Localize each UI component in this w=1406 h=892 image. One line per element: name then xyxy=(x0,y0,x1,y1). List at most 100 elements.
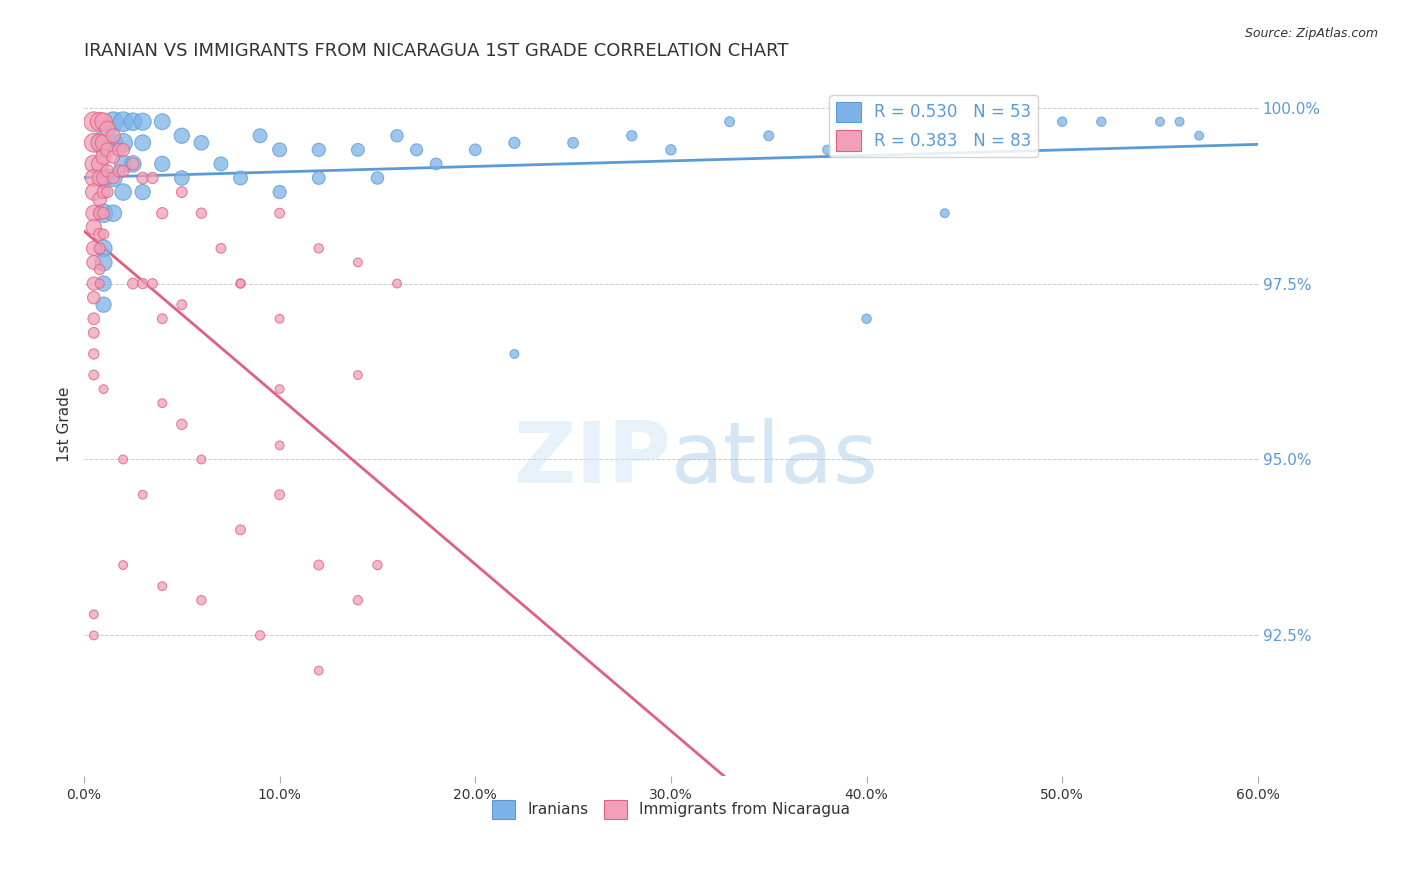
Point xyxy=(83,628,105,642)
Point xyxy=(93,382,115,396)
Point xyxy=(103,171,125,186)
Point xyxy=(83,277,105,291)
Point xyxy=(93,136,115,150)
Point xyxy=(103,206,125,220)
Point xyxy=(89,227,111,242)
Point xyxy=(170,171,193,186)
Point xyxy=(366,171,388,186)
Point xyxy=(1149,114,1171,128)
Point xyxy=(122,157,145,171)
Point xyxy=(112,114,135,128)
Point xyxy=(131,114,153,128)
Point xyxy=(112,452,135,467)
Point xyxy=(108,143,131,157)
Point xyxy=(96,143,118,157)
Point xyxy=(93,206,115,220)
Point xyxy=(96,121,118,136)
Point xyxy=(308,558,330,572)
Point xyxy=(385,128,408,143)
Point xyxy=(93,114,115,128)
Point xyxy=(269,311,291,326)
Point xyxy=(93,136,115,150)
Point xyxy=(150,311,173,326)
Point xyxy=(93,206,115,220)
Text: IRANIAN VS IMMIGRANTS FROM NICARAGUA 1ST GRADE CORRELATION CHART: IRANIAN VS IMMIGRANTS FROM NICARAGUA 1ST… xyxy=(84,42,789,60)
Point xyxy=(209,241,232,255)
Point xyxy=(141,171,163,186)
Point xyxy=(718,114,741,128)
Point xyxy=(405,143,427,157)
Point xyxy=(1050,114,1073,128)
Point xyxy=(89,262,111,277)
Y-axis label: 1st Grade: 1st Grade xyxy=(58,386,72,462)
Point xyxy=(758,128,780,143)
Point xyxy=(229,277,252,291)
Point xyxy=(150,157,173,171)
Point xyxy=(93,171,115,186)
Point xyxy=(347,593,370,607)
Point xyxy=(464,143,486,157)
Point xyxy=(122,157,145,171)
Point xyxy=(190,206,212,220)
Point xyxy=(425,157,447,171)
Text: ZIP: ZIP xyxy=(513,418,671,501)
Point xyxy=(308,241,330,255)
Point xyxy=(93,150,115,164)
Point xyxy=(131,488,153,502)
Point xyxy=(89,241,111,255)
Point xyxy=(190,593,212,607)
Point xyxy=(83,255,105,269)
Point xyxy=(170,128,193,143)
Point xyxy=(150,579,173,593)
Point xyxy=(170,417,193,432)
Point xyxy=(103,171,125,186)
Point xyxy=(83,185,105,199)
Point xyxy=(83,607,105,622)
Point xyxy=(83,171,105,186)
Point xyxy=(83,206,105,220)
Point xyxy=(83,220,105,235)
Point xyxy=(131,277,153,291)
Point xyxy=(269,438,291,452)
Point xyxy=(659,143,682,157)
Point xyxy=(366,558,388,572)
Point xyxy=(112,185,135,199)
Point xyxy=(229,523,252,537)
Point xyxy=(620,128,643,143)
Point xyxy=(131,171,153,186)
Point xyxy=(103,136,125,150)
Point xyxy=(815,143,838,157)
Point xyxy=(112,157,135,171)
Point xyxy=(103,114,125,128)
Point xyxy=(93,277,115,291)
Point xyxy=(112,143,135,157)
Point xyxy=(89,114,111,128)
Point xyxy=(108,164,131,178)
Point xyxy=(347,368,370,382)
Point xyxy=(141,277,163,291)
Point xyxy=(190,452,212,467)
Point xyxy=(93,227,115,242)
Point xyxy=(562,136,585,150)
Point xyxy=(1188,128,1211,143)
Point xyxy=(112,558,135,572)
Point xyxy=(96,164,118,178)
Point xyxy=(209,157,232,171)
Point xyxy=(269,143,291,157)
Point xyxy=(93,171,115,186)
Point xyxy=(83,241,105,255)
Point xyxy=(249,128,271,143)
Point xyxy=(131,136,153,150)
Point xyxy=(269,206,291,220)
Point xyxy=(122,114,145,128)
Point xyxy=(83,136,105,150)
Point xyxy=(229,171,252,186)
Point xyxy=(83,326,105,340)
Point xyxy=(89,157,111,171)
Point xyxy=(385,277,408,291)
Point xyxy=(934,206,956,220)
Point xyxy=(229,277,252,291)
Point xyxy=(103,128,125,143)
Point xyxy=(83,157,105,171)
Point xyxy=(170,185,193,199)
